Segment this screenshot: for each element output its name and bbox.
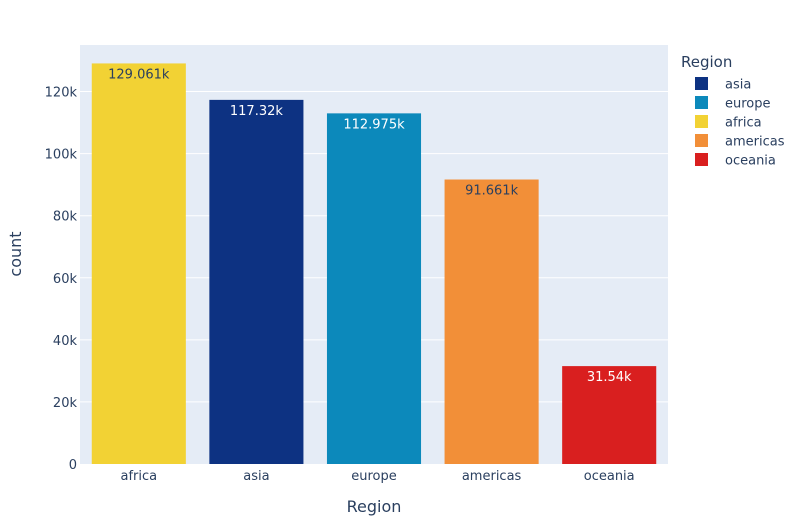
bar-data-labels: 129.061k 117.32k 112.975k 91.661k 31.54k [108, 67, 632, 385]
x-tick-label: africa [120, 469, 157, 484]
legend-item-label: americas [725, 135, 785, 150]
x-axis-title: Region [347, 497, 402, 516]
y-tick-label: 80k [53, 210, 78, 225]
legend-swatch [695, 115, 708, 128]
legend-item-label: africa [725, 116, 762, 131]
bar-value-label: 31.54k [587, 370, 632, 385]
legend-title: Region [681, 53, 732, 71]
legend-item-label: asia [725, 78, 751, 93]
legend: Region asia europe africa americas oceania [681, 53, 785, 169]
y-tick-label: 100k [45, 148, 78, 163]
x-tick-label: europe [351, 469, 397, 484]
legend-item-label: europe [725, 97, 771, 112]
bar-oceania [562, 366, 657, 464]
bar-asia [209, 99, 304, 465]
legend-swatch [695, 134, 708, 147]
y-tick-label: 0 [69, 458, 77, 473]
x-tick-label: asia [243, 469, 269, 484]
x-tick-label: oceania [584, 469, 635, 484]
legend-swatch [695, 77, 708, 90]
bar-value-label: 117.32k [230, 104, 283, 119]
legend-item-label: oceania [725, 154, 776, 169]
x-axis-ticks: africa asia europe americas oceania [120, 469, 634, 484]
y-tick-label: 60k [53, 272, 78, 287]
bar-europe [326, 113, 422, 465]
legend-swatch [695, 153, 708, 166]
bar-americas [444, 179, 539, 464]
y-axis-ticks: 0 20k 40k 60k 80k 100k 120k [45, 86, 78, 473]
y-axis-title: count [6, 231, 25, 276]
y-tick-label: 40k [53, 334, 78, 349]
y-tick-label: 120k [45, 86, 78, 101]
bar-value-label: 129.061k [108, 67, 170, 82]
y-tick-label: 20k [53, 396, 78, 411]
bar-value-label: 112.975k [343, 117, 405, 132]
bar-africa [91, 63, 186, 465]
bar-value-label: 91.661k [465, 184, 518, 199]
bars [91, 63, 657, 465]
legend-swatch [695, 96, 708, 109]
x-tick-label: americas [462, 469, 522, 484]
